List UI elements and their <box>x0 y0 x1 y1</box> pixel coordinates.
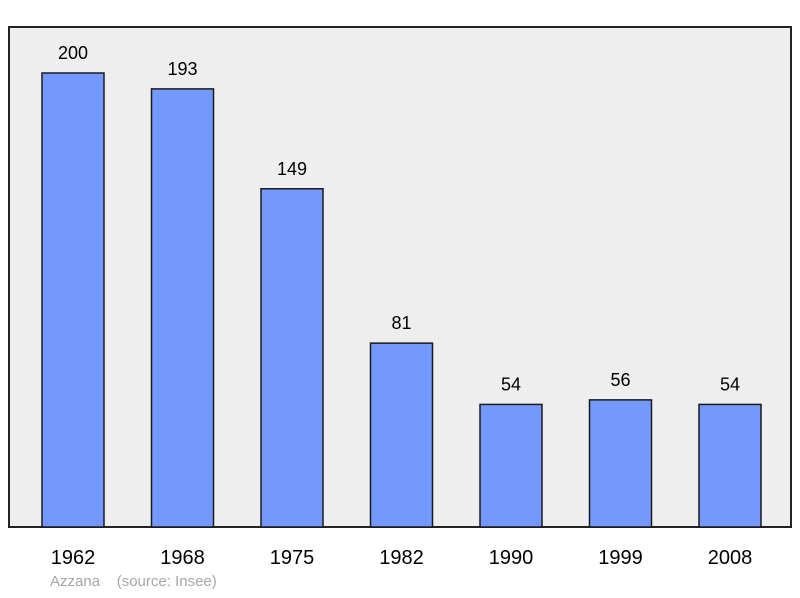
chart-caption: Azzana (source: Insee) <box>50 573 217 590</box>
x-tick-label-1975: 1975 <box>270 547 315 569</box>
bar-1975 <box>260 188 324 528</box>
x-tick-label-2008: 2008 <box>708 547 753 569</box>
x-tick-label-1982: 1982 <box>379 547 424 569</box>
bar-1962 <box>41 72 105 528</box>
bar-2008 <box>698 403 762 528</box>
x-tick-label-1999: 1999 <box>598 547 643 569</box>
x-tick-label-1990: 1990 <box>489 547 534 569</box>
bar-1999 <box>588 399 653 528</box>
value-label-1982: 81 <box>391 313 411 333</box>
x-tick-label-1962: 1962 <box>51 547 96 569</box>
value-labels-group: 200 193 149 81 54 56 54 <box>58 43 740 394</box>
value-label-1999: 56 <box>610 370 630 390</box>
bar-1982 <box>369 342 434 528</box>
bars-group <box>41 72 762 528</box>
x-tick-label-1968: 1968 <box>160 547 205 569</box>
value-label-1975: 149 <box>277 159 307 179</box>
value-label-2008: 54 <box>720 374 740 394</box>
caption-place: Azzana <box>50 573 101 590</box>
value-label-1962: 200 <box>58 43 88 63</box>
x-tick-labels-group: 1962 1968 1975 1982 1990 1999 2008 <box>51 547 753 569</box>
value-label-1968: 193 <box>167 59 197 79</box>
value-label-1990: 54 <box>501 374 521 394</box>
bar-1990 <box>479 403 543 528</box>
bar-1968 <box>150 88 215 528</box>
caption-source: (source: Insee) <box>116 573 217 590</box>
